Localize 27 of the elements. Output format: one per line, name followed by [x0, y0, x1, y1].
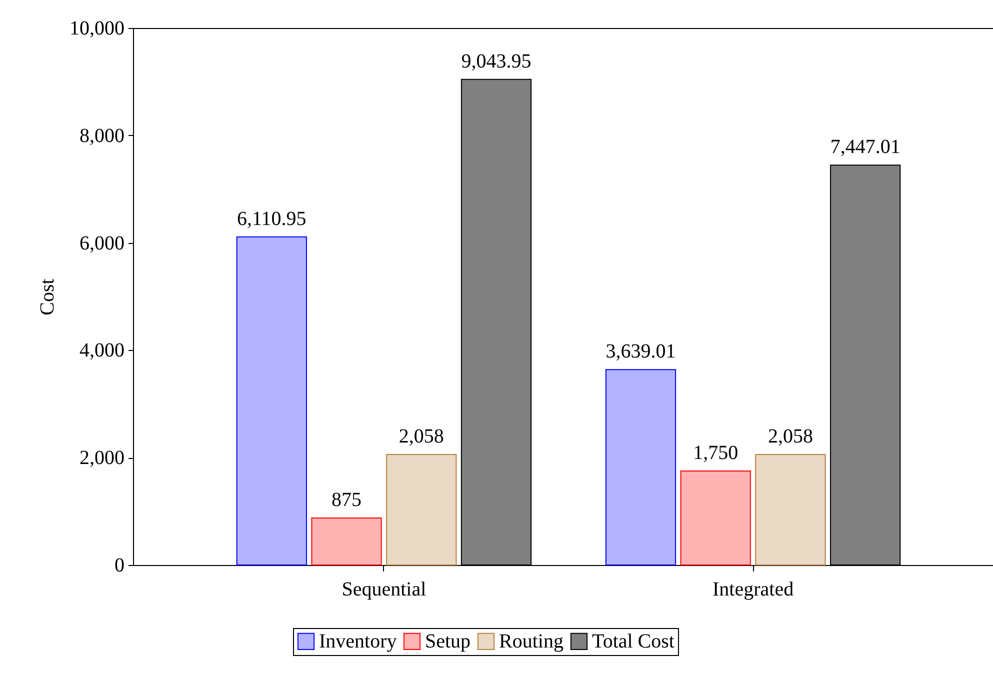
- bar: [680, 470, 751, 566]
- y-tick-label: 8,000: [80, 124, 124, 147]
- x-tick-label: Sequential: [342, 578, 427, 600]
- data-label: 3,639.01: [606, 340, 676, 363]
- data-label: 2,058: [398, 425, 444, 448]
- legend-label: Setup: [425, 630, 471, 652]
- y-tick-label: 4,000: [80, 340, 124, 362]
- data-label: 9,043.95: [461, 50, 532, 72]
- data-label: 2,058: [768, 425, 813, 448]
- data-label: 6,110.95: [237, 208, 306, 230]
- y-tick-label: 0: [114, 554, 124, 576]
- data-label: 1,750: [693, 442, 738, 464]
- y-axis-title: Cost: [36, 278, 58, 316]
- y-tick-label: 6,000: [80, 232, 124, 254]
- bar: [386, 454, 457, 566]
- legend-label: Routing: [499, 630, 564, 652]
- x-tick-label: Integrated: [712, 578, 794, 600]
- legend-label: Inventory: [319, 630, 397, 652]
- bar: [311, 518, 382, 566]
- bar: [755, 454, 826, 566]
- bar: [236, 236, 307, 566]
- data-label: 7,447.01: [830, 136, 900, 158]
- bar: [605, 369, 676, 566]
- data-label: 875: [332, 489, 362, 512]
- y-tick-label: 2,000: [80, 447, 124, 470]
- legend-label: Total Cost: [592, 630, 675, 652]
- y-tick-label: 10,000: [70, 18, 124, 40]
